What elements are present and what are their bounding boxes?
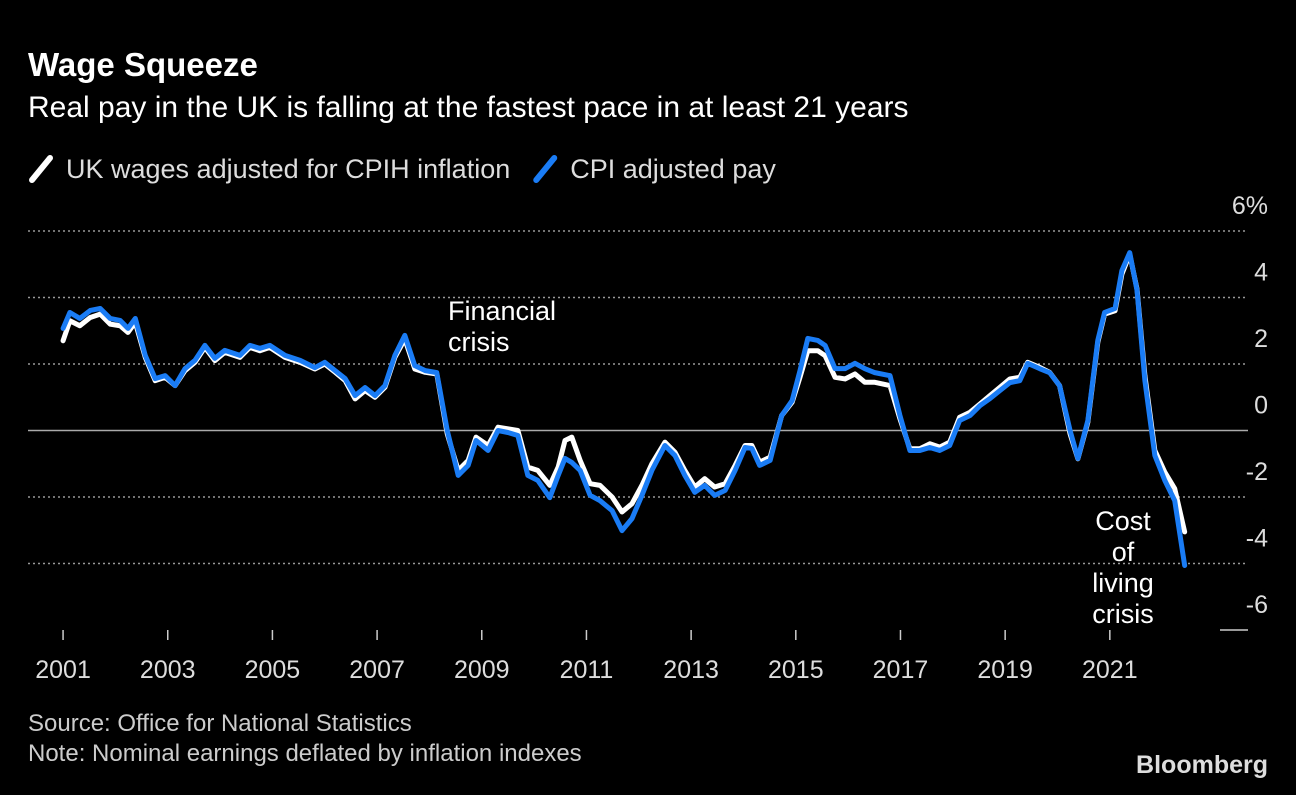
series-line: [60, 250, 1188, 568]
x-tick-label: 2003: [140, 656, 196, 684]
brand: Bloomberg: [1136, 751, 1268, 779]
x-tick-label: 2001: [35, 656, 91, 684]
series-line: [60, 251, 1188, 535]
note: Note: Nominal earnings deflated by infla…: [28, 740, 582, 767]
y-tick-label: 2: [1254, 325, 1268, 353]
x-tick-label: 2017: [873, 656, 929, 684]
y-tick-label: -4: [1246, 525, 1268, 553]
x-tick-label: 2015: [768, 656, 824, 684]
legend-label: UK wages adjusted for CPIH inflation: [66, 154, 510, 184]
x-tick-label: 2011: [560, 656, 614, 684]
chart-subtitle: Real pay in the UK is falling at the fas…: [28, 91, 909, 124]
y-tick-label: -2: [1246, 458, 1268, 486]
x-tick-label: 2019: [977, 656, 1033, 684]
y-tick-label: -6: [1246, 591, 1268, 619]
annotation: crisis: [1092, 599, 1154, 629]
annotation: of: [1112, 537, 1135, 567]
annotation: Cost: [1095, 506, 1151, 536]
chart-title: Wage Squeeze: [28, 46, 258, 83]
x-tick-label: 2007: [349, 656, 405, 684]
y-tick-label: 0: [1254, 392, 1268, 420]
x-tick-label: 2005: [245, 656, 301, 684]
legend-swatch: [29, 155, 53, 183]
annotation: living: [1092, 568, 1154, 598]
source: Source: Office for National Statistics: [28, 710, 412, 737]
y-tick-label: 6%: [1232, 192, 1268, 220]
legend-swatch: [533, 155, 558, 183]
x-tick-label: 2021: [1082, 656, 1138, 684]
y-tick-label: 4: [1254, 259, 1268, 287]
legend-label: CPI adjusted pay: [570, 154, 776, 184]
annotation: crisis: [448, 327, 510, 357]
annotation: Financial: [448, 296, 556, 326]
x-tick-label: 2013: [663, 656, 719, 684]
x-tick-label: 2009: [454, 656, 510, 684]
